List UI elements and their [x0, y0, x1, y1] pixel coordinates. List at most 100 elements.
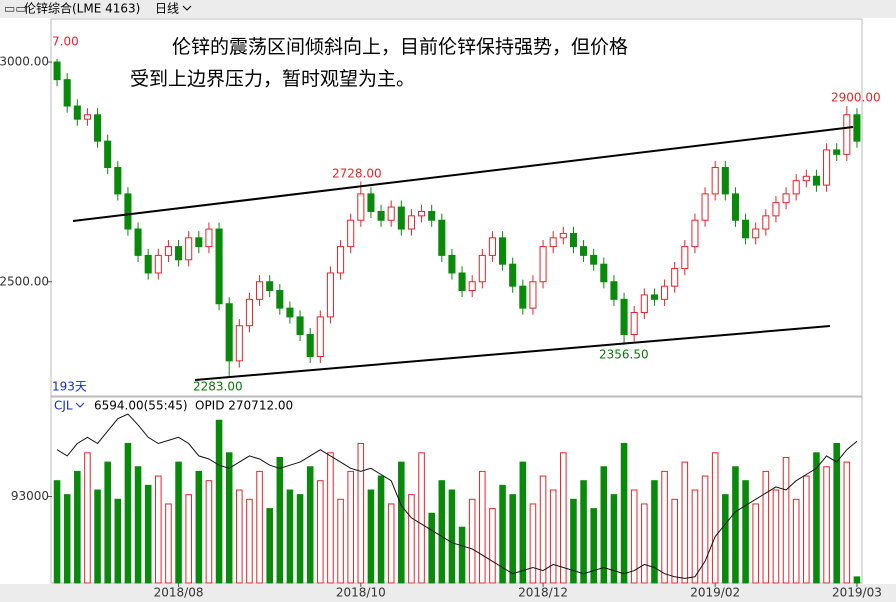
volume-bar — [792, 498, 800, 584]
candle-body — [600, 263, 608, 283]
volume-bar — [94, 489, 101, 584]
volume-bar — [428, 512, 435, 584]
volume-bar — [63, 494, 71, 584]
candle-body — [478, 254, 486, 283]
volume-bar — [357, 443, 365, 584]
candle-body — [195, 237, 203, 248]
candle-body — [488, 237, 496, 256]
volume-bar — [225, 452, 233, 584]
indicator-value: OPID 270712.00 — [195, 399, 293, 413]
volume-bar — [701, 475, 709, 584]
volume-bar — [468, 498, 476, 584]
candle-body — [569, 232, 577, 248]
candle-body — [529, 281, 537, 309]
volume-bar — [296, 494, 304, 584]
candle-body — [114, 167, 122, 195]
volume-bar — [195, 470, 203, 584]
indicator-name[interactable]: CJL — [54, 399, 73, 413]
x-tick-label: 2018/12 — [518, 586, 568, 600]
candle-body — [438, 219, 446, 256]
volume-bar — [539, 475, 547, 584]
volume-bar — [762, 470, 770, 584]
dropdown-arrow[interactable] — [182, 5, 192, 11]
candle-body — [175, 246, 183, 261]
volume-bar — [509, 494, 516, 584]
price-label: 2728.00 — [332, 167, 382, 181]
volume-bar — [104, 461, 111, 584]
candle-body — [833, 149, 841, 155]
volume-bar — [782, 456, 790, 584]
candle-body — [792, 180, 800, 195]
candle-body — [215, 228, 223, 305]
candle-body — [671, 268, 679, 287]
price-label: 2283.00 — [193, 380, 243, 394]
candle-body — [640, 294, 648, 314]
volume-bar — [560, 452, 567, 584]
period[interactable]: 日线 — [155, 2, 179, 16]
volume-bar — [752, 503, 759, 584]
candle-body — [661, 285, 669, 300]
volume-bar — [711, 452, 719, 584]
volume-bar — [630, 489, 638, 584]
volume-bar — [246, 498, 253, 584]
candle-body — [377, 210, 385, 221]
volume-bar — [641, 503, 648, 584]
price-panel — [50, 18, 863, 397]
upper-trend-line — [72, 126, 854, 222]
candle-body — [104, 140, 112, 169]
candle-body — [681, 246, 689, 270]
volume-bar — [519, 461, 527, 584]
volume-bar — [803, 475, 810, 584]
candle-body — [742, 219, 750, 239]
volume-bar — [276, 456, 284, 584]
candle-body — [124, 193, 132, 230]
candle-body — [418, 210, 426, 217]
volume-bar — [620, 443, 628, 584]
volume-bar — [347, 470, 354, 584]
candle-body — [590, 254, 598, 265]
price-label: 2900.00 — [831, 91, 881, 105]
days-label: 193天 — [52, 380, 87, 394]
annotation-line: 伦锌的震荡区间倾斜向上，目前伦锌保持强势，但价格 — [172, 36, 628, 58]
volume-bar — [53, 480, 61, 584]
y-tick-label: 3000.00 — [0, 55, 49, 69]
candle-body — [843, 114, 851, 155]
candle-body — [711, 167, 719, 195]
candle-body — [650, 294, 658, 300]
instrument-title: 伦锌综合(LME 4163) — [24, 1, 140, 16]
volume-bar — [843, 461, 851, 584]
candle-body — [73, 105, 81, 120]
candle-body — [721, 167, 729, 195]
candle-body — [468, 281, 476, 292]
volume-bar — [722, 494, 729, 584]
volume-bar — [377, 475, 385, 584]
volume-bar — [367, 489, 375, 584]
tab-icon: ▭▭ — [4, 2, 27, 16]
candle-body — [316, 316, 324, 357]
candle-body — [539, 246, 547, 283]
candle-body — [519, 285, 527, 309]
volume-panel — [50, 396, 863, 584]
x-tick-label: 2019/03 — [832, 586, 882, 600]
volume-bar — [215, 419, 223, 584]
dropdown-arrow[interactable] — [75, 402, 85, 408]
volume-bar — [448, 489, 456, 584]
volume-bar — [185, 494, 192, 584]
volume-bar — [74, 470, 81, 584]
volume-bar — [732, 466, 739, 584]
volume-bar — [479, 470, 486, 584]
x-tick-label: 2019/02 — [690, 586, 740, 600]
volume-bar — [590, 508, 597, 584]
candle-body — [144, 254, 152, 274]
volume-bar — [155, 475, 162, 584]
volume-bar — [418, 452, 425, 584]
volume-bar — [610, 494, 618, 584]
volume-bar — [144, 484, 152, 584]
volume-bar — [499, 484, 506, 584]
volume-bar — [671, 498, 678, 584]
volume-bar — [772, 489, 780, 584]
candle-body — [762, 215, 770, 230]
x-tick-label: 2018/08 — [154, 586, 204, 600]
candle-body — [701, 193, 709, 221]
volume-bar — [661, 470, 668, 584]
